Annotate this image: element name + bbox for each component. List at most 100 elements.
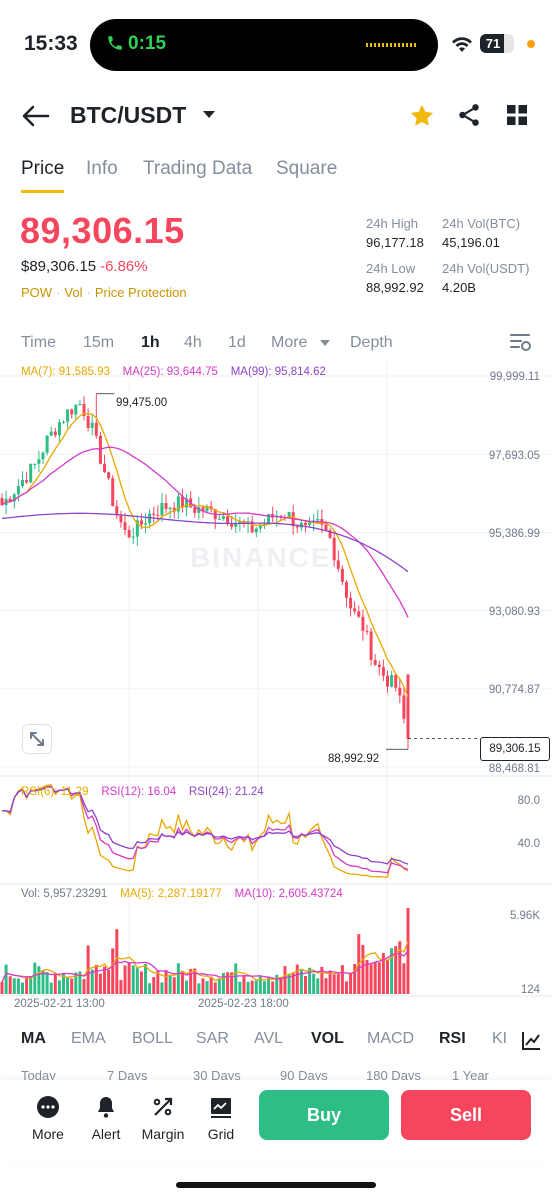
indicator-settings-button[interactable] — [518, 1030, 552, 1054]
volume-bar-down — [361, 944, 365, 994]
pair-title[interactable]: BTC/USDT — [70, 102, 187, 128]
volume-bar-up — [197, 983, 201, 994]
interval-more[interactable]: More — [271, 334, 308, 351]
volume-bar-up — [312, 973, 316, 994]
volume-bar-down — [340, 965, 344, 994]
volume-bar-down — [344, 981, 348, 994]
alert-button[interactable]: Alert — [78, 1092, 134, 1142]
indicator-boll[interactable]: BOLL — [132, 1030, 173, 1047]
candle-down — [123, 522, 127, 530]
stat-24h-vol-btc: 24h Vol(BTC) 45,196.01 — [442, 216, 520, 250]
indicator-avl[interactable]: AVL — [254, 1030, 284, 1047]
vol-ma5-value: MA(5): 2,287.19177 — [120, 888, 222, 900]
indicator-ema[interactable]: EMA — [71, 1030, 106, 1047]
range-7-days[interactable]: 7 Days — [107, 1068, 148, 1082]
interval-depth[interactable]: Depth — [350, 334, 393, 351]
ma25-value: MA(25): 93,644.75 — [122, 366, 218, 378]
status-bar: 15:33 0:15 71 — [0, 0, 552, 90]
range-1-year[interactable]: 1 Year — [452, 1068, 489, 1082]
volume-bar-down — [201, 978, 205, 994]
margin-button[interactable]: Margin — [135, 1092, 191, 1142]
range-today[interactable]: Today — [21, 1068, 56, 1082]
chevron-down-icon[interactable] — [320, 340, 330, 346]
volume-bar-down — [172, 977, 176, 994]
candle-down — [377, 664, 381, 668]
candle-down — [340, 568, 344, 582]
x-axis-tick: 2025-02-21 13:00 — [14, 998, 105, 1010]
rsi-axis-tick: 40.0 — [517, 838, 540, 850]
candle-up — [254, 528, 258, 533]
indicator-rsi[interactable]: RSI — [439, 1030, 466, 1047]
volume-bar-down — [107, 969, 111, 994]
more-button[interactable]: More — [20, 1092, 76, 1142]
tab-info[interactable]: Info — [86, 158, 118, 179]
candle-up — [90, 422, 94, 428]
stat-label: 24h Vol(USDT) — [442, 261, 530, 276]
expand-chart-button[interactable] — [22, 724, 52, 754]
tag-vol[interactable]: Vol — [64, 285, 83, 300]
ma7-value: MA(7): 91,585.93 — [21, 366, 110, 378]
volume-bar-down — [349, 973, 353, 994]
range-180-days[interactable]: 180 Days — [366, 1068, 421, 1082]
volume-bar-up — [21, 982, 25, 994]
interval-time[interactable]: Time — [21, 334, 56, 351]
star-icon[interactable] — [408, 102, 436, 130]
indicator-vol[interactable]: VOL — [311, 1030, 344, 1047]
interval-1h[interactable]: 1h — [141, 334, 160, 351]
interval-1d[interactable]: 1d — [228, 334, 246, 351]
home-indicator[interactable] — [176, 1182, 376, 1188]
grid-button[interactable]: Grid — [193, 1092, 249, 1142]
chart-settings-icon[interactable] — [510, 332, 532, 352]
volume-bar-down — [209, 976, 213, 994]
range-30-days[interactable]: 30 Days — [193, 1068, 241, 1082]
sell-button[interactable]: Sell — [401, 1090, 531, 1140]
indicator-macd[interactable]: MACD — [367, 1030, 415, 1047]
current-price-tag[interactable]: 89,306.15 — [480, 737, 550, 761]
tab-trading-data[interactable]: Trading Data — [143, 158, 253, 179]
dropdown-caret-icon[interactable] — [203, 111, 215, 118]
volume-bar-up — [66, 977, 70, 994]
candle-up — [197, 507, 201, 513]
candle-up — [258, 525, 262, 529]
volume-bar-down — [25, 976, 29, 994]
volume-bar-up — [316, 978, 320, 994]
stat-24h-vol-usdt: 24h Vol(USDT) 4.20B — [442, 261, 529, 295]
x-axis-tick: 2025-02-23 18:00 — [198, 998, 289, 1010]
dynamic-island[interactable]: 0:15 — [90, 19, 438, 71]
candle-up — [267, 514, 271, 524]
kline-chart[interactable]: BINANCE MA(7): 91,585.93 MA(25): 93,644.… — [0, 362, 552, 1010]
candle-down — [127, 529, 131, 538]
privacy-indicator-dot — [527, 40, 535, 48]
tag-pow[interactable]: POW — [21, 285, 53, 300]
tab-square[interactable]: Square — [276, 158, 338, 179]
candle-down — [336, 560, 340, 569]
candle-down — [357, 611, 361, 617]
chart-canvas[interactable] — [0, 362, 552, 1002]
share-icon[interactable] — [456, 102, 482, 128]
indicator-sar[interactable]: SAR — [196, 1030, 229, 1047]
low-price-marker: 88,992.92 — [328, 753, 380, 765]
interval-4h[interactable]: 4h — [184, 334, 202, 351]
volume-bar-down — [373, 961, 377, 994]
candle-up — [390, 675, 394, 687]
buy-button[interactable]: Buy — [259, 1090, 389, 1140]
candle-up — [41, 452, 45, 460]
usd-price: $89,306.15 — [21, 258, 97, 275]
grid-icon[interactable] — [506, 104, 528, 126]
back-arrow-icon[interactable] — [20, 104, 50, 128]
range-90-days[interactable]: 90 Days — [280, 1068, 328, 1082]
volume-bar-up — [12, 978, 16, 994]
volume-bar-down — [402, 963, 406, 994]
candle-up — [37, 459, 41, 464]
candle-down — [107, 472, 111, 479]
candle-up — [16, 486, 20, 495]
indicator-ki[interactable]: KI — [492, 1030, 508, 1047]
indicator-ma[interactable]: MA — [21, 1030, 46, 1047]
interval-15m[interactable]: 15m — [83, 334, 115, 351]
volume-bar-down — [328, 970, 332, 994]
price-axis-tick: 90,774.87 — [488, 684, 540, 696]
volume-bar-up — [390, 948, 394, 994]
tag-price-protection[interactable]: Price Protection — [94, 285, 187, 300]
call-duration: 0:15 — [128, 33, 167, 54]
tab-price[interactable]: Price — [21, 158, 65, 179]
